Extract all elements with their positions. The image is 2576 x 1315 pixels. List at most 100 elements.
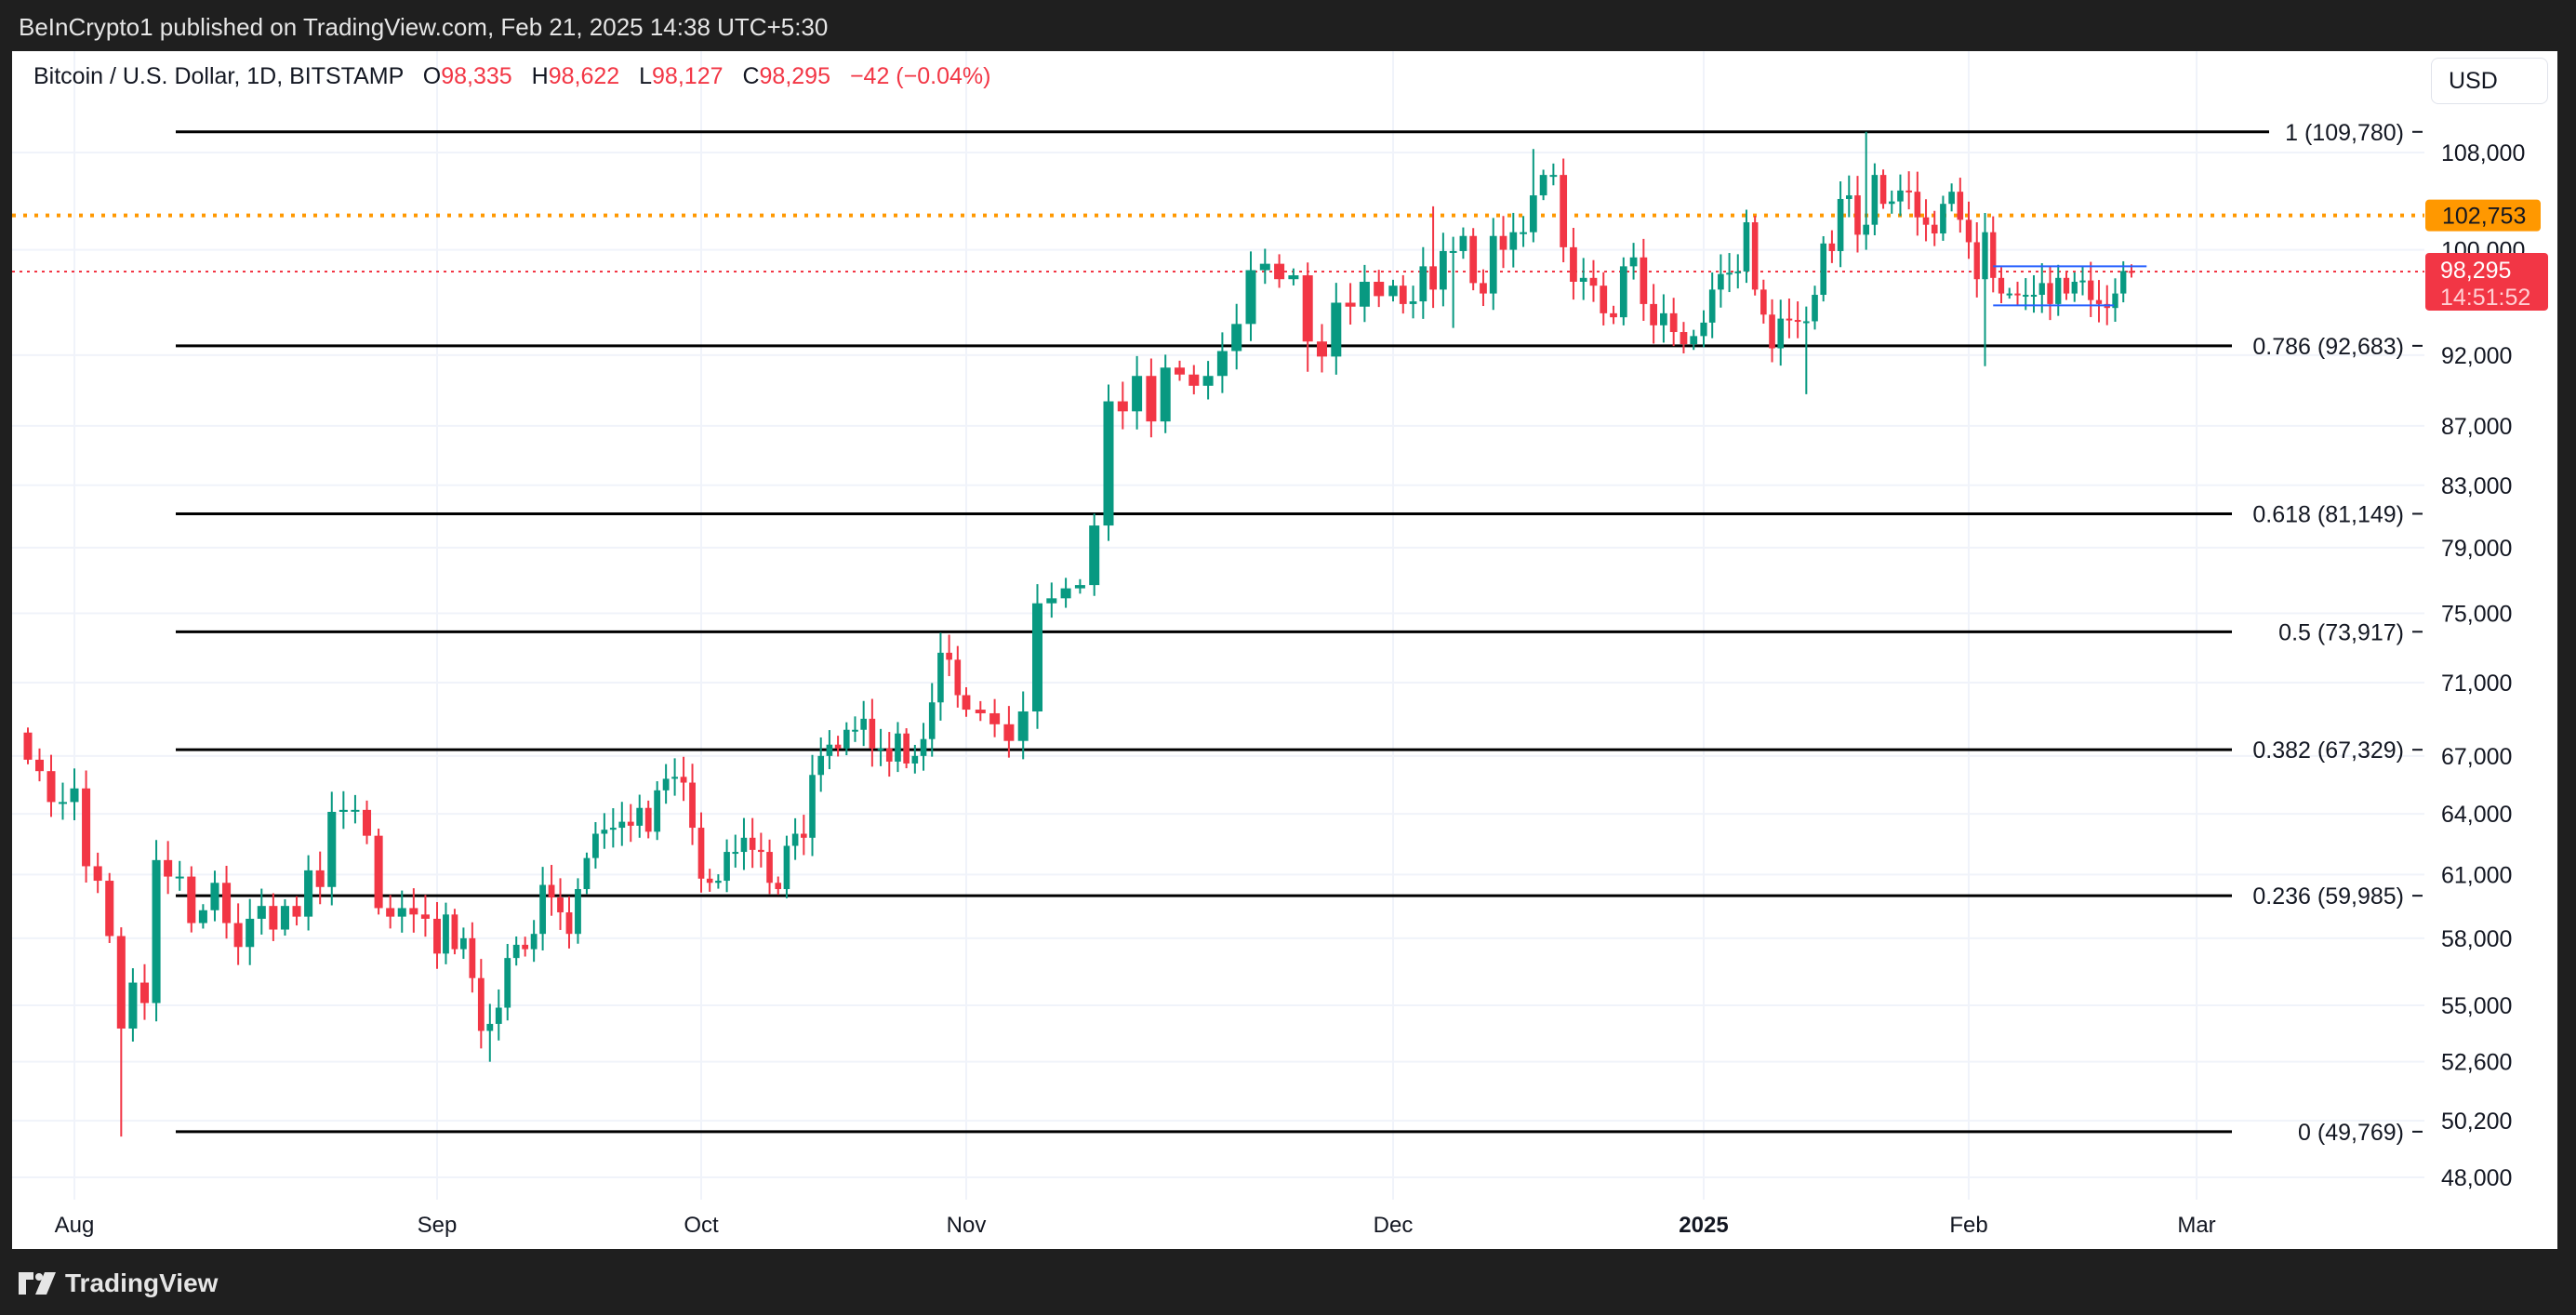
candle-body[interactable] — [697, 828, 705, 879]
candle-body[interactable] — [530, 934, 538, 950]
candle-body[interactable] — [1374, 281, 1385, 297]
candle-body[interactable] — [791, 833, 799, 846]
candle-body[interactable] — [2120, 271, 2127, 294]
candle-body[interactable] — [601, 830, 608, 834]
candle-body[interactable] — [1794, 320, 1801, 323]
candle-body[interactable] — [749, 837, 756, 850]
candle-body[interactable] — [895, 733, 901, 762]
candle-body[interactable] — [1003, 724, 1015, 741]
candle-body[interactable] — [362, 809, 372, 836]
candle-body[interactable] — [1786, 318, 1793, 321]
candle-body[interactable] — [1769, 314, 1775, 349]
candle-body[interactable] — [937, 652, 944, 703]
candle-body[interactable] — [583, 857, 591, 890]
candle-body[interactable] — [662, 778, 670, 790]
candle-body[interactable] — [575, 889, 581, 935]
candle-body[interactable] — [1188, 374, 1200, 386]
candle-body[interactable] — [1837, 198, 1844, 251]
candle-body[interactable] — [591, 833, 599, 858]
candle-body[interactable] — [724, 852, 730, 882]
candle-body[interactable] — [210, 883, 219, 910]
candle-body[interactable] — [903, 733, 910, 764]
candle-body[interactable] — [1879, 175, 1887, 205]
candle-body[interactable] — [1202, 376, 1214, 386]
candle-body[interactable] — [1316, 341, 1328, 357]
candle-body[interactable] — [644, 807, 652, 832]
candle-body[interactable] — [1231, 324, 1242, 352]
candle-body[interactable] — [1828, 243, 1836, 251]
candle-body[interactable] — [1274, 263, 1285, 280]
candle-body[interactable] — [1629, 257, 1638, 267]
candle-body[interactable] — [1777, 318, 1785, 349]
candle-body[interactable] — [1640, 257, 1648, 304]
candle-body[interactable] — [1399, 286, 1407, 304]
candle-body[interactable] — [680, 777, 687, 783]
candle-body[interactable] — [351, 809, 360, 812]
candle-body[interactable] — [1965, 219, 1972, 243]
candle-body[interactable] — [93, 866, 102, 882]
candle-body[interactable] — [801, 833, 807, 838]
candle-body[interactable] — [975, 710, 986, 713]
candle-body[interactable] — [2030, 295, 2038, 298]
candle-body[interactable] — [1174, 367, 1186, 375]
candle-body[interactable] — [1579, 277, 1587, 282]
candle-body[interactable] — [433, 918, 441, 954]
candle-body[interactable] — [304, 870, 313, 917]
candle-body[interactable] — [654, 790, 661, 832]
candle-body[interactable] — [2071, 281, 2078, 294]
candle-body[interactable] — [522, 944, 529, 950]
candle-body[interactable] — [1718, 273, 1724, 290]
candle-body[interactable] — [1820, 243, 1827, 296]
candle-body[interactable] — [946, 652, 952, 660]
candle-body[interactable] — [420, 914, 430, 919]
candle-body[interactable] — [689, 782, 696, 829]
candle-body[interactable] — [2095, 299, 2103, 304]
candle-body[interactable] — [1302, 275, 1313, 342]
candle-body[interactable] — [292, 906, 301, 917]
candle-body[interactable] — [783, 845, 790, 890]
candle-body[interactable] — [775, 883, 782, 890]
candle-body[interactable] — [1982, 232, 1988, 280]
candle-body[interactable] — [1499, 235, 1507, 250]
candle-body[interactable] — [1160, 367, 1171, 422]
candle-body[interactable] — [1931, 224, 1938, 234]
candle-body[interactable] — [636, 807, 644, 826]
candle-body[interactable] — [928, 702, 936, 739]
candle-body[interactable] — [59, 802, 67, 804]
candle-body[interactable] — [1359, 281, 1370, 307]
candle-body[interactable] — [1089, 525, 1100, 586]
candle-body[interactable] — [1060, 588, 1071, 599]
candle-body[interactable] — [187, 876, 196, 923]
candle-body[interactable] — [82, 788, 91, 867]
candle-body[interactable] — [409, 908, 418, 915]
candle-body[interactable] — [1429, 266, 1437, 290]
candle-body[interactable] — [885, 748, 893, 762]
candle-body[interactable] — [1539, 175, 1547, 196]
candle-body[interactable] — [23, 732, 33, 760]
candle-body[interactable] — [1600, 286, 1608, 313]
candle-body[interactable] — [1459, 235, 1467, 251]
candle-body[interactable] — [706, 878, 713, 883]
candle-body[interactable] — [486, 1023, 494, 1031]
candle-body[interactable] — [732, 852, 739, 855]
candle-body[interactable] — [1469, 235, 1478, 284]
candle-body[interactable] — [758, 849, 764, 853]
candle-body[interactable] — [70, 788, 79, 803]
candle-body[interactable] — [1760, 289, 1767, 315]
candle-body[interactable] — [1046, 598, 1057, 604]
candle-body[interactable] — [1871, 175, 1879, 225]
candle-body[interactable] — [280, 906, 289, 930]
candle-body[interactable] — [869, 718, 876, 749]
candle-body[interactable] — [843, 729, 850, 749]
candle-body[interactable] — [1449, 250, 1457, 253]
candle-body[interactable] — [1345, 302, 1356, 307]
candle-body[interactable] — [116, 936, 126, 1029]
candle-body[interactable] — [1700, 322, 1707, 337]
candle-body[interactable] — [1619, 266, 1627, 318]
candle-body[interactable] — [397, 908, 406, 917]
candle-body[interactable] — [920, 738, 927, 756]
candle-body[interactable] — [1998, 277, 2005, 294]
candle-body[interactable] — [766, 852, 773, 883]
candle-body[interactable] — [539, 884, 547, 935]
